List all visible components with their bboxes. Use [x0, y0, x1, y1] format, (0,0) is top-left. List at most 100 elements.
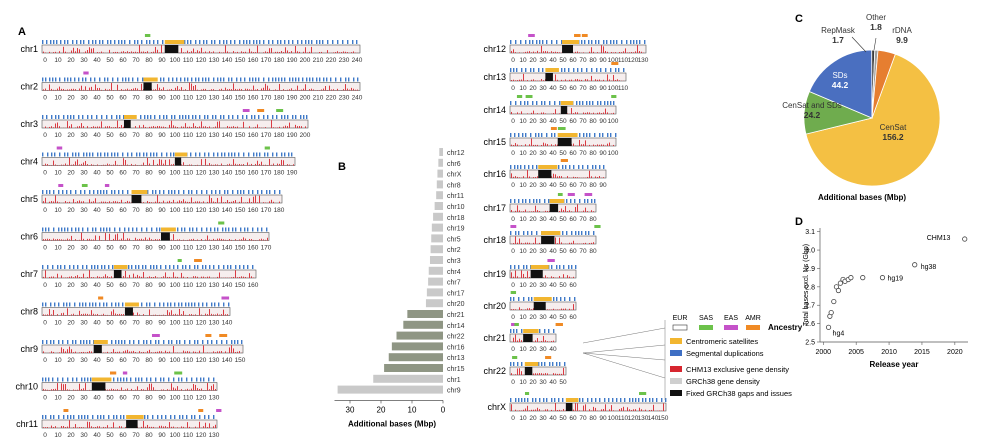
- segdup-mark: [69, 302, 71, 307]
- gene-density-spike: [83, 388, 84, 391]
- segdup-mark: [226, 40, 228, 44]
- gene-density-spike: [181, 48, 182, 53]
- axis-tick-label: 60: [569, 57, 577, 64]
- axis-tick-label: 30: [539, 415, 547, 422]
- gene-density-spike: [205, 158, 206, 166]
- gene-density-spike: [225, 314, 226, 316]
- gene-density-spike: [253, 52, 254, 53]
- gene-density-spike: [303, 51, 304, 53]
- gene-density-spike: [103, 276, 104, 278]
- segdup-mark: [311, 40, 313, 44]
- gene-density-spike: [259, 127, 260, 128]
- axis-tick-label: 80: [145, 245, 153, 252]
- gene-density-spike: [249, 238, 250, 241]
- gene-density-spike: [541, 145, 542, 146]
- gene-density-spike: [181, 87, 182, 91]
- axis-tick-label: 20: [67, 432, 75, 439]
- axis-tick-label: 160: [248, 207, 259, 214]
- axis-tick-label: 80: [589, 118, 597, 125]
- axis-tick-label: 50: [106, 245, 114, 252]
- gene-density-spike: [79, 352, 80, 353]
- gene-density-spike: [115, 51, 116, 53]
- segdup-mark: [253, 152, 255, 157]
- gene-density-spike: [637, 45, 638, 53]
- gene-density-spike: [149, 276, 150, 278]
- gene-density-spike: [171, 310, 172, 316]
- gene-density-spike: [183, 89, 184, 91]
- segdup-mark: [107, 40, 109, 44]
- gene-density-spike: [143, 162, 144, 166]
- gene-density-spike: [563, 210, 564, 212]
- gene-density-spike: [249, 273, 250, 278]
- gene-density-spike: [237, 89, 238, 91]
- gene-density-spike: [245, 88, 246, 91]
- gene-density-spike: [221, 314, 222, 316]
- gene-density-spike: [525, 144, 526, 146]
- gene-density-spike: [263, 202, 264, 203]
- segdup-mark: [524, 398, 526, 402]
- gene-density-spike: [227, 314, 228, 316]
- segdup-mark: [232, 115, 234, 119]
- segdup-mark: [554, 398, 556, 402]
- segdup-mark: [50, 340, 52, 344]
- gene-density-spike: [259, 163, 260, 166]
- segdup-mark: [510, 165, 512, 169]
- segdup-mark: [195, 40, 197, 44]
- gene-density-spike: [99, 126, 100, 128]
- gene-density-spike: [517, 368, 518, 375]
- gene-density-spike: [213, 164, 214, 166]
- axis-tick-label: 80: [145, 57, 153, 64]
- axis-tick-label: 70: [132, 170, 140, 177]
- gene-density-spike: [105, 88, 106, 91]
- segdup-mark: [615, 68, 617, 72]
- segdup-mark: [546, 398, 548, 402]
- segdup-mark: [149, 40, 151, 44]
- gene-density-spike: [139, 45, 140, 53]
- axis-tick-label: 0: [43, 282, 47, 289]
- bar-chr8: [436, 180, 443, 189]
- centromere-satellite: [143, 77, 158, 82]
- segdup-mark: [244, 227, 246, 232]
- gene-density-spike: [251, 276, 252, 278]
- gene-density-spike: [119, 239, 120, 241]
- gene-density-spike: [271, 120, 272, 128]
- gene-density-spike: [591, 176, 592, 178]
- gene-density-spike: [89, 87, 90, 91]
- axis-tick-label: 130: [209, 207, 220, 214]
- gene-density-spike: [175, 276, 176, 278]
- axis-tick-label: 140: [222, 57, 233, 64]
- axis-tick-label: 40: [549, 57, 557, 64]
- gene-density-spike: [555, 174, 556, 178]
- segdup-mark: [599, 165, 601, 169]
- ancestry-mark: [611, 62, 619, 65]
- gene-density-spike: [133, 312, 134, 316]
- segdup-mark: [189, 227, 191, 232]
- gene-density-spike: [91, 310, 92, 316]
- scatter-point: [828, 309, 834, 316]
- gene-density-spike: [517, 242, 518, 244]
- gene-density-spike: [223, 202, 224, 203]
- segdup-mark: [220, 115, 222, 119]
- gene-density-spike: [517, 144, 518, 146]
- gene-density-spike: [129, 351, 130, 353]
- segdup-mark: [150, 115, 152, 119]
- gene-density-spike: [631, 52, 632, 53]
- ancestry-mark: [198, 409, 204, 412]
- segdup-mark: [284, 152, 286, 157]
- segdup-mark: [169, 265, 171, 269]
- gene-density-spike: [207, 235, 208, 241]
- gene-density-spike: [145, 426, 146, 428]
- segdup-mark: [94, 77, 96, 82]
- gene-density-spike: [259, 195, 260, 203]
- gene-density-spike: [569, 308, 570, 310]
- gene-density-spike: [55, 426, 56, 428]
- gene-density-spike: [319, 52, 320, 53]
- axis-tick-label: 90: [158, 132, 166, 139]
- segdup-mark: [84, 415, 86, 419]
- axis-tick-label: 40: [93, 245, 101, 252]
- segdup-mark: [510, 199, 512, 203]
- axis-tick-label: 100: [608, 415, 619, 422]
- segdup-mark: [525, 68, 527, 72]
- gene-density-spike: [253, 127, 254, 128]
